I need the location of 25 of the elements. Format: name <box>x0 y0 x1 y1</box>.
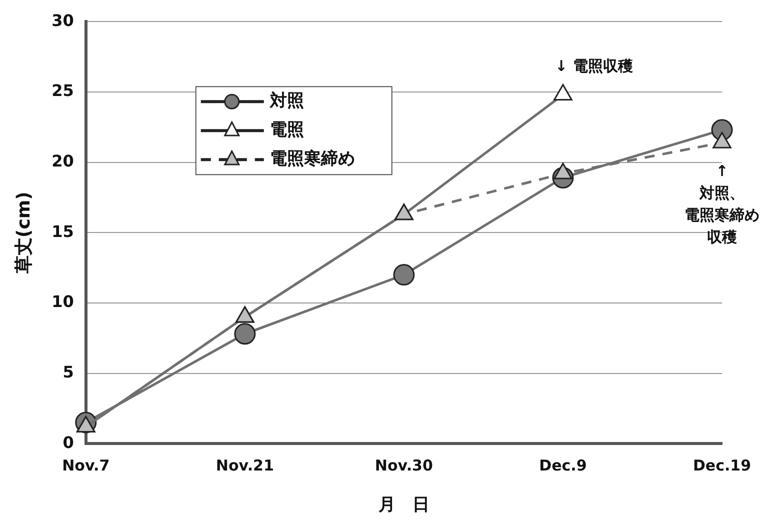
annotation: ↓ 電照収穫 <box>554 57 633 76</box>
point <box>554 84 572 100</box>
annotation: 対照、電照寒締め収穫 <box>684 184 760 246</box>
point <box>712 132 732 148</box>
y-axis-title: 草丈(cm) <box>13 192 34 275</box>
point <box>554 162 572 180</box>
y-tick-label: 15 <box>52 222 74 241</box>
x-tick-label: Nov.7 <box>62 456 110 474</box>
y-tick-label: 25 <box>52 81 74 100</box>
y-tick-label: 30 <box>52 10 74 30</box>
annotation: ↑ <box>716 162 728 180</box>
x-tick-label: Nov.30 <box>374 456 433 474</box>
x-axis-title: 月 日 <box>377 495 430 516</box>
x-tick-label: Dec.19 <box>692 456 752 474</box>
point <box>393 264 415 286</box>
point <box>234 323 256 345</box>
legend-label: 電照寒締め <box>270 149 355 170</box>
x-tick-label: Nov.21 <box>216 456 274 474</box>
x-tick-label: Dec.9 <box>539 456 587 474</box>
legend-label: 対照 <box>268 91 304 112</box>
y-tick-label: 20 <box>52 151 74 170</box>
y-tick-label: 0 <box>62 432 74 452</box>
y-tick-label: 10 <box>52 292 74 312</box>
y-tick-label: 5 <box>62 362 74 382</box>
legend-label: 電照 <box>270 120 304 140</box>
